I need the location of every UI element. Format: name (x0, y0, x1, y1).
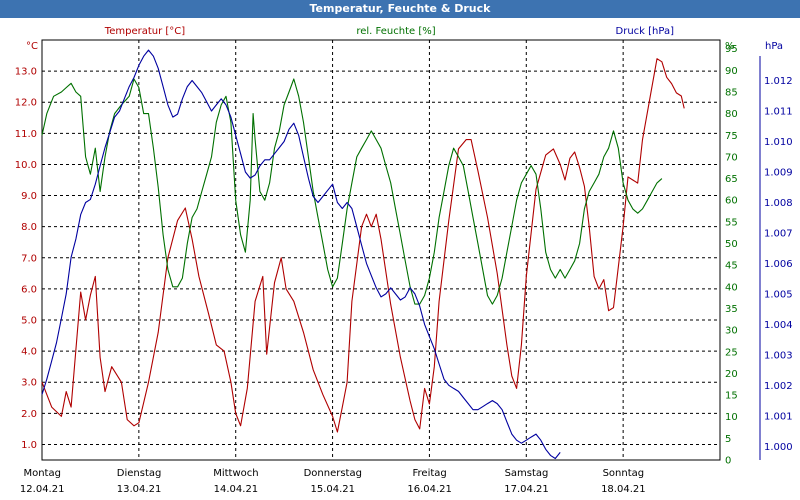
humidity-tick-label: 90 (725, 66, 738, 77)
pressure-tick-label: 1.003 (764, 350, 793, 361)
series-lines (41, 49, 685, 460)
humidity-tick-label: 95 (725, 44, 738, 55)
x-day-label: Montag (23, 468, 60, 479)
humidity-tick-label: 85 (725, 87, 738, 98)
x-date-label: 15.04.21 (311, 484, 356, 495)
humidity-tick-label: 45 (725, 261, 738, 272)
left-tick-label: 9.0 (21, 191, 37, 202)
left-tick-label: 6.0 (21, 284, 37, 295)
left-tick-label: 10.0 (15, 160, 37, 171)
x-day-label: Donnerstag (304, 468, 362, 479)
pressure-tick-label: 1.008 (764, 198, 793, 209)
left-tick-label: 2.0 (21, 409, 37, 420)
x-date-label: 14.04.21 (214, 484, 259, 495)
series-line-humidity (41, 78, 663, 305)
pressure-tick-label: 1.007 (764, 228, 793, 239)
humidity-tick-label: 65 (725, 174, 738, 185)
humidity-tick-label: 25 (725, 347, 738, 358)
pressure-tick-label: 1.010 (764, 137, 793, 148)
left-tick-label: 11.0 (15, 129, 37, 140)
x-day-label: Mittwoch (213, 468, 258, 479)
left-unit-label: °C (26, 41, 38, 52)
series-name-right: Druck [hPa] (616, 26, 675, 37)
humidity-tick-label: 5 (725, 434, 731, 445)
left-tick-label: 3.0 (21, 378, 37, 389)
left-tick-label: 1.0 (21, 440, 37, 451)
series-line-right (41, 49, 561, 460)
pressure-unit-label: hPa (765, 41, 783, 52)
x-date-label: 12.04.21 (20, 484, 65, 495)
x-day-label: Sonntag (603, 468, 645, 479)
x-day-label: Dienstag (117, 468, 162, 479)
pressure-tick-label: 1.012 (764, 76, 793, 87)
pressure-tick-label: 1.009 (764, 167, 793, 178)
humidity-tick-label: 30 (725, 326, 738, 337)
pressure-tick-label: 1.005 (764, 289, 793, 300)
series-name-left: Temperatur [°C] (104, 26, 185, 37)
x-date-label: 18.04.21 (601, 484, 646, 495)
humidity-tick-label: 70 (725, 152, 738, 163)
humidity-unit-label: % (725, 41, 735, 52)
pressure-tick-label: 1.002 (764, 381, 793, 392)
x-date-label: 13.04.21 (117, 484, 162, 495)
left-tick-label: 13.0 (15, 67, 37, 78)
x-day-label: Samstag (505, 468, 549, 479)
humidity-tick-label: 15 (725, 391, 738, 402)
left-tick-label: 7.0 (21, 253, 37, 264)
humidity-tick-label: 40 (725, 282, 738, 293)
x-day-label: Freitag (413, 468, 447, 479)
pressure-tick-label: 1.006 (764, 259, 793, 270)
x-date-label: 17.04.21 (504, 484, 549, 495)
pressure-tick-label: 1.004 (764, 320, 793, 331)
pressure-tick-label: 1.001 (764, 411, 793, 422)
series-line-left (41, 58, 685, 433)
series-name-humidity: rel. Feuchte [%] (356, 26, 435, 37)
humidity-tick-label: 75 (725, 131, 738, 142)
humidity-tick-label: 60 (725, 196, 738, 207)
humidity-tick-label: 55 (725, 217, 738, 228)
pressure-tick-label: 1.000 (764, 442, 793, 453)
weather-chart: 1.0 2.0 3.0 4.0 5.0 6.0 7.0 8.0 9.0 10.0 11.0 12.0 1… (15, 26, 793, 495)
left-tick-label: 8.0 (21, 222, 37, 233)
pressure-tick-label: 1.011 (764, 107, 793, 118)
humidity-tick-label: 10 (725, 412, 738, 423)
humidity-tick-label: 20 (725, 369, 738, 380)
humidity-tick-label: 50 (725, 239, 738, 250)
humidity-tick-label: 80 (725, 109, 738, 120)
left-tick-label: 4.0 (21, 347, 37, 358)
x-date-label: 16.04.21 (407, 484, 452, 495)
humidity-tick-label: 0 (725, 456, 731, 467)
plot-area (41, 39, 721, 461)
chart-title: Temperatur, Feuchte & Druck (0, 0, 800, 18)
axis-labels: 1.0 2.0 3.0 4.0 5.0 6.0 7.0 8.0 9.0 10.0 11.0 12.0 1… (15, 26, 793, 495)
left-tick-label: 12.0 (15, 98, 37, 109)
left-tick-label: 5.0 (21, 316, 37, 327)
grid (42, 40, 761, 460)
humidity-tick-label: 35 (725, 304, 738, 315)
